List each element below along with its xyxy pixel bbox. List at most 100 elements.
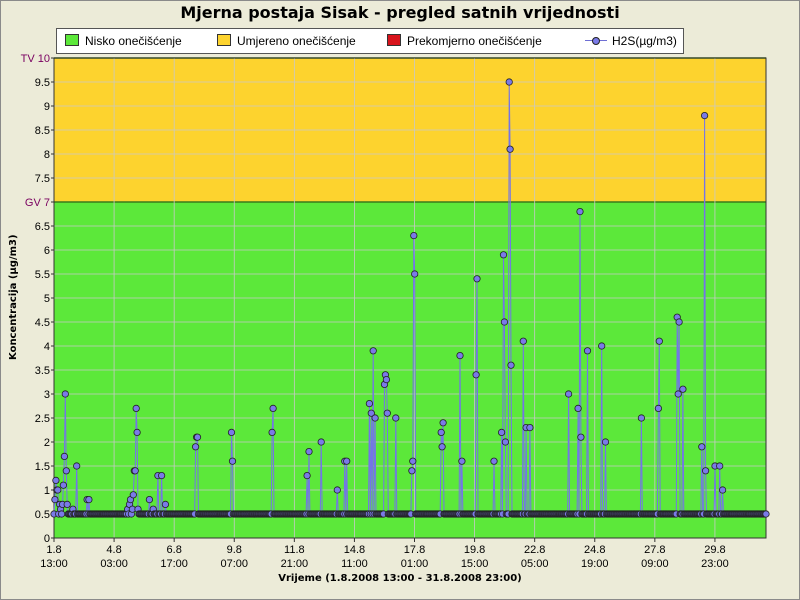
data-point — [472, 371, 480, 379]
x-tick-label-time: 01:00 — [401, 558, 429, 570]
y-tick-label: 1 — [44, 485, 50, 497]
data-point — [526, 423, 534, 432]
data-point — [73, 462, 81, 470]
x-tick-label-time: 11:00 — [341, 558, 368, 570]
y-tick-label: 5 — [44, 293, 50, 305]
data-point — [305, 447, 313, 456]
data-point — [411, 270, 419, 278]
y-tick-label: 0 — [44, 533, 50, 545]
data-point — [371, 414, 379, 422]
data-point — [506, 145, 514, 153]
data-point — [507, 361, 515, 369]
data-point — [317, 438, 325, 446]
data-point — [409, 457, 417, 465]
x-tick-label-day: 4.8 — [106, 544, 121, 556]
x-tick-label-day: 14.8 — [344, 544, 365, 556]
x-tick-label-time: 23:00 — [701, 558, 729, 570]
data-point — [382, 375, 390, 384]
legend-swatch-low — [65, 34, 79, 46]
legend-label-low: Nisko onečišćenje — [85, 34, 182, 48]
x-tick-label-day: 24.8 — [584, 544, 605, 556]
data-point — [303, 471, 311, 480]
data-point — [54, 486, 62, 494]
y-tick-label: 3.5 — [35, 365, 50, 377]
data-point — [63, 500, 71, 508]
data-point — [458, 457, 466, 465]
y-tick-label: 1.5 — [35, 461, 50, 473]
x-tick-label-time: 13:00 — [40, 558, 68, 570]
data-point — [716, 462, 724, 470]
data-point — [583, 347, 592, 355]
data-point — [456, 351, 464, 360]
data-point — [132, 404, 140, 412]
data-point — [133, 428, 141, 436]
y-tick-label: 6 — [44, 245, 50, 257]
x-tick-label-day: 29.8 — [704, 544, 725, 556]
y-tick-label: 2.5 — [35, 413, 50, 425]
data-point — [473, 275, 481, 283]
data-point — [408, 467, 416, 475]
data-point — [505, 78, 513, 86]
y-axis-label: Koncentracija (µg/m3) — [8, 234, 19, 360]
data-point — [499, 251, 508, 259]
data-point — [762, 510, 770, 518]
data-point — [654, 404, 663, 412]
data-point — [365, 399, 373, 408]
data-point — [519, 337, 527, 345]
data-point — [131, 467, 139, 475]
data-point — [57, 510, 66, 518]
data-point — [701, 467, 710, 475]
data-point — [59, 481, 68, 489]
data-point — [161, 500, 169, 508]
data-point — [51, 495, 59, 504]
x-tick-label-time: 03:00 — [100, 558, 128, 570]
x-tick-label-day: 6.8 — [167, 544, 182, 556]
data-point — [576, 208, 584, 216]
legend-marker-h2s — [585, 36, 607, 46]
x-tick-label-day: 22.8 — [524, 544, 545, 556]
data-point — [674, 390, 682, 398]
y-tick-label: 8 — [44, 149, 50, 161]
y-tick-label: 9 — [44, 101, 50, 113]
y-tick-label: 9.5 — [35, 77, 50, 89]
data-point — [497, 428, 506, 436]
x-tick-label-day: 17.8 — [404, 544, 425, 556]
data-point — [598, 342, 606, 350]
y-tick-label: 3 — [44, 389, 50, 401]
data-point — [679, 385, 687, 393]
y-tick-label: 2 — [44, 437, 50, 449]
data-point — [698, 443, 706, 451]
data-point — [269, 404, 277, 412]
data-point — [228, 457, 237, 465]
data-point — [438, 443, 446, 451]
x-tick-label-time: 15:00 — [461, 558, 489, 570]
data-point — [227, 428, 236, 436]
data-point — [564, 390, 573, 398]
data-point — [343, 457, 351, 465]
data-point — [268, 428, 276, 436]
data-point — [410, 232, 418, 240]
x-tick-label-time: 07:00 — [220, 558, 248, 570]
data-point — [369, 347, 377, 355]
y-tick-label: TV 10 — [21, 53, 50, 65]
y-tick-label: 4.5 — [35, 317, 50, 329]
chart-title: Mjerna postaja Sisak - pregled satnih vr… — [180, 3, 620, 22]
data-point — [333, 486, 341, 494]
legend-swatch-excessive — [387, 34, 401, 46]
y-tick-label: 7.5 — [35, 173, 50, 185]
x-tick-label-day: 11.8 — [284, 544, 305, 556]
y-tick-label: 0.5 — [35, 509, 50, 521]
data-point — [85, 495, 93, 504]
legend-item-h2s: H2S(µg/m3) — [585, 34, 677, 48]
x-tick-label-time: 21:00 — [281, 558, 309, 570]
data-point — [62, 467, 70, 475]
y-tick-label: 5.5 — [35, 269, 50, 281]
x-tick-label-time: 09:00 — [641, 558, 669, 570]
data-point — [52, 476, 60, 484]
legend-label-moderate: Umjereno onečišćenje — [237, 34, 356, 48]
data-point — [490, 457, 498, 465]
x-tick-label-day: 27.8 — [644, 544, 665, 556]
data-point — [383, 409, 391, 417]
legend-swatch-moderate — [217, 34, 231, 46]
